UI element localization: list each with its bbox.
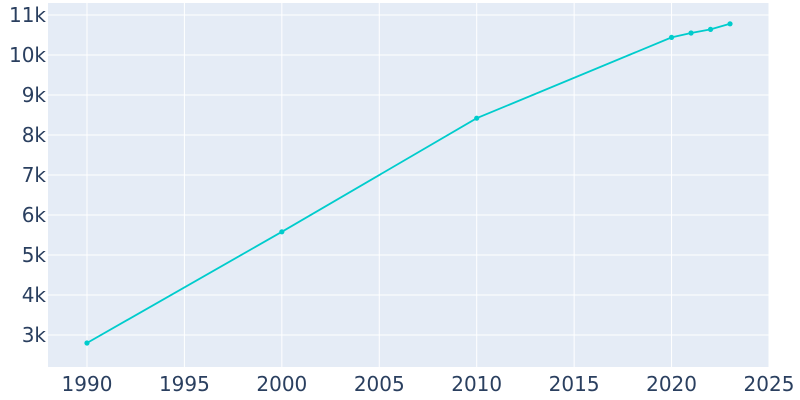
grid-lines (48, 3, 770, 367)
series-layer (84, 21, 733, 346)
x-tick-label: 2005 (354, 372, 405, 396)
y-tick-label: 8k (22, 123, 47, 147)
x-tick-label: 2000 (256, 372, 307, 396)
data-point (279, 229, 285, 235)
x-tick-label: 1995 (159, 372, 210, 396)
x-tick-label: 2025 (744, 372, 795, 396)
y-tick-label: 11k (9, 3, 46, 27)
x-tick-label: 2010 (451, 372, 502, 396)
y-tick-label: 9k (22, 83, 47, 107)
y-tick-label: 5k (22, 243, 47, 267)
y-tick-label: 4k (22, 283, 47, 307)
y-tick-label: 10k (9, 43, 46, 67)
data-point (707, 26, 714, 32)
y-tick-label: 6k (22, 203, 47, 227)
data-point (727, 21, 733, 27)
x-tick-label: 2020 (646, 372, 697, 396)
x-tick-label: 2015 (549, 372, 600, 396)
y-tick-label: 7k (22, 163, 47, 187)
data-point (84, 340, 90, 346)
data-point (668, 34, 675, 41)
y-tick-label: 3k (22, 323, 47, 347)
x-tick-label: 1990 (62, 372, 113, 396)
plot-area (48, 3, 769, 367)
data-point (474, 115, 480, 121)
axis-tick-labels: 1990 1995 2000 2005 2010 2015 2020 2025 3k 4k 5k 6k… (9, 3, 794, 396)
data-point (688, 30, 694, 36)
